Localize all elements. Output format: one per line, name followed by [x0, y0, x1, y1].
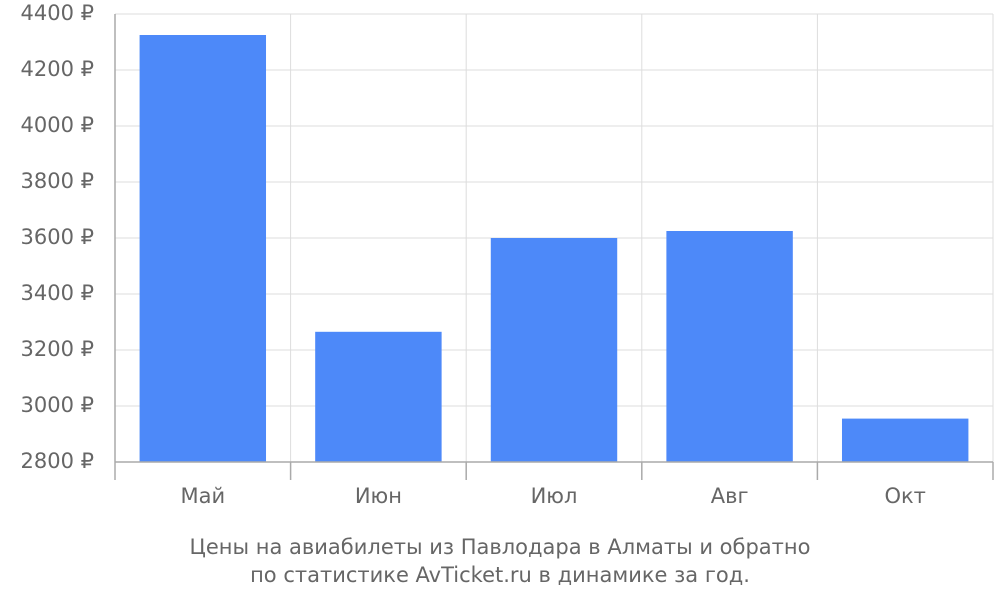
- bar: [666, 231, 793, 462]
- y-tick-label: 2800 ₽: [21, 449, 94, 473]
- x-tick-label: Май: [180, 484, 225, 508]
- bar: [841, 418, 969, 462]
- bar: [139, 35, 267, 462]
- y-tick-label: 3800 ₽: [21, 169, 94, 193]
- y-tick-label: 4400 ₽: [21, 1, 94, 25]
- x-tick-label: Июл: [531, 484, 578, 508]
- bar: [315, 331, 442, 462]
- y-tick-label: 4000 ₽: [21, 113, 94, 137]
- y-tick-label: 3400 ₽: [21, 281, 94, 305]
- chart-title-line: Цены на авиабилеты из Павлодара в Алматы…: [190, 535, 811, 559]
- y-tick-label: 4200 ₽: [21, 57, 94, 81]
- y-tick-label: 3200 ₽: [21, 337, 94, 361]
- chart-title-line: по статистике AvTicket.ru в динамике за …: [250, 563, 750, 587]
- y-tick-label: 3600 ₽: [21, 225, 94, 249]
- y-tick-label: 3000 ₽: [21, 393, 94, 417]
- x-tick-label: Окт: [884, 484, 925, 508]
- x-tick-label: Авг: [711, 484, 749, 508]
- bar: [490, 238, 618, 462]
- x-tick-label: Июн: [355, 484, 402, 508]
